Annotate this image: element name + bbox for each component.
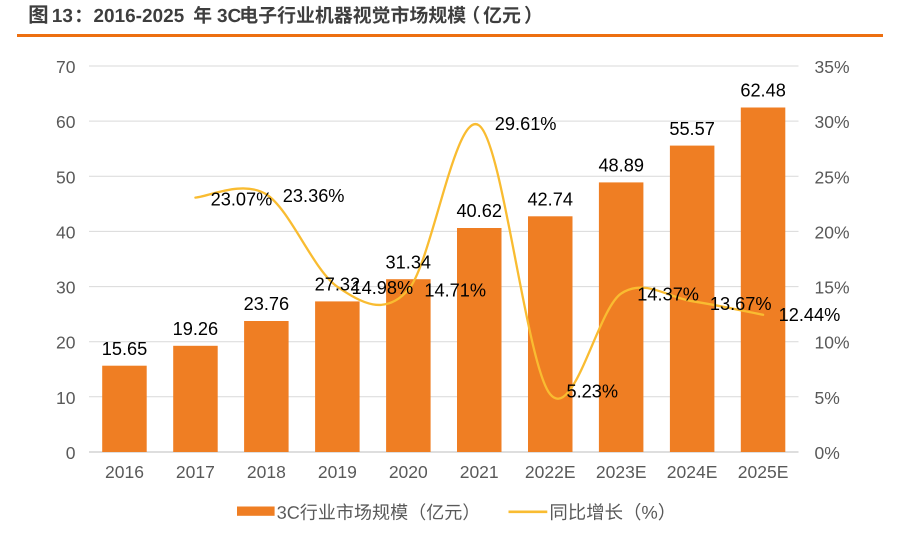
- svg-text:0%: 0%: [815, 443, 840, 463]
- svg-text:10%: 10%: [815, 333, 850, 353]
- svg-text:15.65: 15.65: [102, 339, 148, 359]
- svg-text:29.61%: 29.61%: [495, 114, 557, 134]
- svg-text:2019: 2019: [318, 462, 357, 482]
- svg-text:62.48: 62.48: [740, 81, 786, 101]
- svg-text:48.89: 48.89: [598, 156, 644, 176]
- svg-text:35%: 35%: [815, 57, 850, 77]
- svg-text:23.36%: 23.36%: [283, 186, 345, 206]
- svg-text:10: 10: [56, 388, 76, 408]
- svg-text:2025E: 2025E: [738, 462, 789, 482]
- svg-text:40: 40: [56, 222, 76, 242]
- svg-text:12.44%: 12.44%: [779, 305, 841, 325]
- svg-text:5%: 5%: [815, 388, 840, 408]
- svg-text:2021: 2021: [460, 462, 499, 482]
- svg-text:23.07%: 23.07%: [211, 190, 273, 210]
- svg-text:40.62: 40.62: [456, 201, 502, 221]
- svg-text:19.26: 19.26: [173, 319, 219, 339]
- svg-text:20%: 20%: [815, 222, 850, 242]
- svg-text:14.71%: 14.71%: [424, 281, 486, 301]
- svg-text:2018: 2018: [247, 462, 286, 482]
- svg-text:30%: 30%: [815, 112, 850, 132]
- svg-text:55.57: 55.57: [669, 119, 715, 139]
- svg-text:50: 50: [56, 167, 76, 187]
- svg-text:42.74: 42.74: [527, 190, 573, 210]
- svg-text:15%: 15%: [815, 278, 850, 298]
- svg-text:13.67%: 13.67%: [710, 294, 772, 314]
- svg-text:20: 20: [56, 333, 76, 353]
- svg-text:0: 0: [66, 443, 76, 463]
- svg-text:31.34: 31.34: [386, 252, 432, 272]
- svg-text:14.98%: 14.98%: [352, 278, 414, 298]
- svg-text:2020: 2020: [389, 462, 428, 482]
- svg-text:2024E: 2024E: [667, 462, 718, 482]
- svg-text:2017: 2017: [176, 462, 215, 482]
- svg-text:2022E: 2022E: [525, 462, 576, 482]
- svg-text:23.76: 23.76: [244, 294, 290, 314]
- svg-text:2023E: 2023E: [596, 462, 647, 482]
- svg-text:27.32: 27.32: [315, 275, 361, 295]
- svg-text:2016: 2016: [105, 462, 144, 482]
- svg-text:60: 60: [56, 112, 76, 132]
- svg-text:30: 30: [56, 278, 76, 298]
- svg-text:25%: 25%: [815, 167, 850, 187]
- svg-text:14.37%: 14.37%: [637, 284, 699, 304]
- svg-text:70: 70: [56, 57, 76, 77]
- svg-text:5.23%: 5.23%: [567, 381, 619, 401]
